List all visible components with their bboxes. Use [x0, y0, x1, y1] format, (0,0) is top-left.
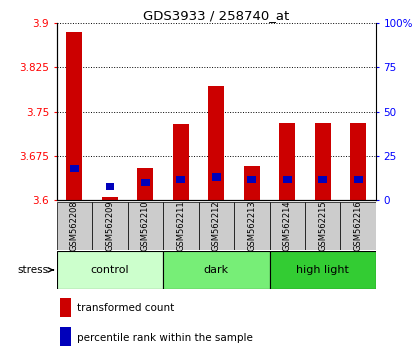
Bar: [102, 197, 118, 200]
Text: dark: dark: [204, 265, 229, 275]
Bar: [199, 202, 234, 250]
Bar: [173, 125, 189, 200]
Bar: [57, 202, 92, 250]
Bar: [315, 123, 331, 200]
Text: GSM562213: GSM562213: [247, 200, 256, 251]
Bar: [105, 183, 114, 190]
Bar: [318, 176, 327, 183]
Bar: [212, 173, 220, 181]
Text: GSM562208: GSM562208: [70, 200, 79, 251]
Bar: [137, 167, 153, 200]
Bar: [92, 202, 128, 250]
Bar: [279, 123, 295, 200]
Bar: [305, 202, 341, 250]
Bar: [141, 179, 150, 187]
Bar: [163, 251, 270, 289]
Bar: [208, 86, 224, 200]
Bar: [270, 251, 376, 289]
Bar: [234, 202, 270, 250]
Text: GSM562216: GSM562216: [354, 200, 362, 251]
Text: GSM562209: GSM562209: [105, 200, 114, 251]
Bar: [270, 202, 305, 250]
Text: GSM562215: GSM562215: [318, 200, 327, 251]
Text: stress: stress: [18, 265, 49, 275]
Text: high light: high light: [296, 265, 349, 275]
Bar: [57, 251, 163, 289]
Bar: [70, 165, 79, 172]
Text: control: control: [91, 265, 129, 275]
Bar: [247, 176, 256, 183]
Bar: [60, 327, 71, 346]
Bar: [66, 32, 82, 200]
Bar: [354, 176, 362, 183]
Text: GSM562210: GSM562210: [141, 200, 150, 251]
Title: GDS3933 / 258740_at: GDS3933 / 258740_at: [143, 9, 289, 22]
Bar: [341, 202, 376, 250]
Bar: [163, 202, 199, 250]
Bar: [176, 176, 185, 183]
Bar: [60, 298, 71, 316]
Bar: [244, 166, 260, 200]
Text: percentile rank within the sample: percentile rank within the sample: [77, 333, 253, 343]
Bar: [350, 123, 366, 200]
Text: GSM562214: GSM562214: [283, 200, 292, 251]
Bar: [128, 202, 163, 250]
Bar: [283, 176, 291, 183]
Text: transformed count: transformed count: [77, 303, 175, 313]
Text: GSM562211: GSM562211: [176, 200, 185, 251]
Text: GSM562212: GSM562212: [212, 200, 221, 251]
